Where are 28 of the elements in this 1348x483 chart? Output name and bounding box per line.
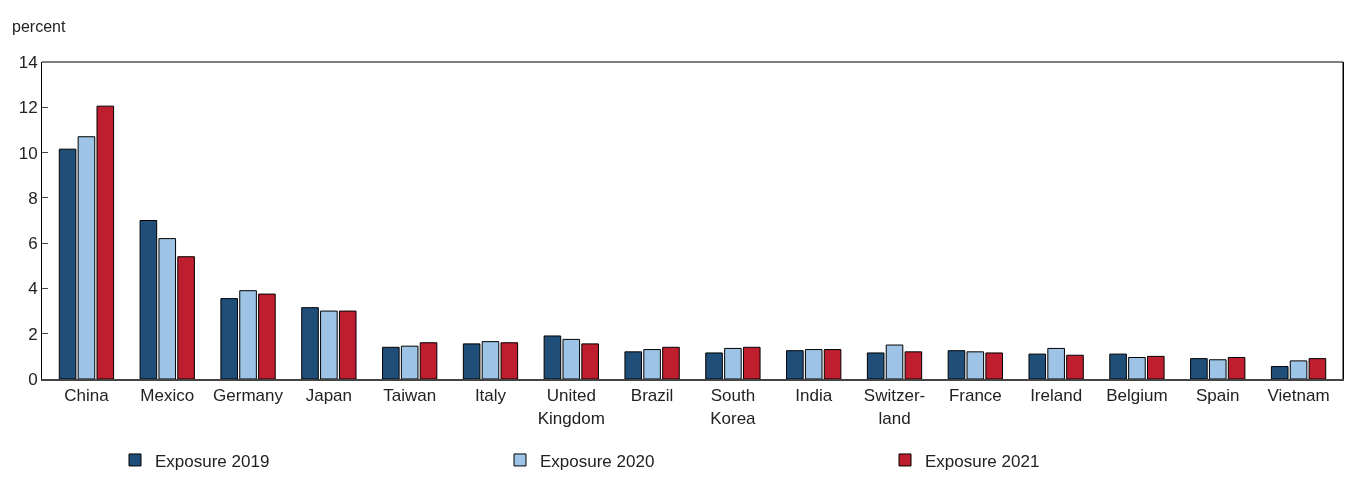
x-tick-label: France [948,386,1002,406]
legend-label: Exposure 2021 [925,451,1040,471]
x-tick-label: India [795,386,833,406]
y-axis-title: percent [12,18,66,35]
y-tick-label: 2 [28,324,38,344]
x-tick-label: Switzer- land [863,386,926,428]
x-tick-label: Ireland [1030,386,1083,406]
x-tick-label: China [64,386,110,406]
y-tick-label: 10 [18,143,38,163]
x-tick-label: Brazil [630,386,674,406]
y-tick-label: 14 [18,52,38,72]
legend-label: Exposure 2020 [540,451,655,471]
x-tick-label: Germany [213,386,284,406]
x-tick-label: Spain [1196,386,1240,406]
x-tick-label: Taiwan [383,386,437,406]
y-tick-label: 12 [18,98,38,118]
x-tick-label: United Kingdom [537,386,605,428]
x-tick-label: Italy [474,386,507,406]
x-tick-label: Vietnam [1267,386,1330,406]
x-tick-label: Mexico [140,386,195,406]
legend-label: Exposure 2019 [155,451,270,471]
y-tick-label: 8 [28,188,38,208]
x-tick-label: South Korea [710,386,757,428]
x-tick-label: Belgium [1106,386,1168,406]
y-tick-label: 0 [28,369,38,389]
y-tick-label: 6 [28,234,38,254]
x-tick-label: Japan [305,386,353,406]
y-tick-label: 4 [28,279,38,299]
